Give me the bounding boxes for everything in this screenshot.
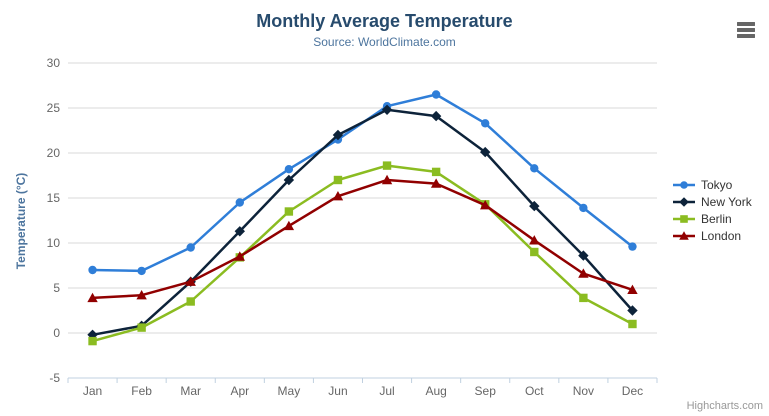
point-berlin-nov[interactable] — [579, 293, 588, 303]
legend-label: New York — [701, 194, 752, 209]
point-london-may[interactable] — [283, 220, 295, 231]
point-tokyo-jan[interactable] — [88, 265, 97, 275]
point-london-feb[interactable] — [136, 290, 147, 300]
legend-label: Tokyo — [701, 177, 733, 192]
x-axis-label-nov: Nov — [573, 384, 594, 398]
chart-subtitle: Source: WorldClimate.com — [313, 35, 456, 49]
point-berlin-feb[interactable] — [137, 323, 146, 332]
series-tokyo — [88, 90, 637, 276]
point-london-sep[interactable] — [480, 200, 491, 210]
series-layer — [87, 90, 638, 346]
y-axis-label: -5 — [49, 371, 60, 385]
point-new-york-nov[interactable] — [578, 250, 589, 261]
y-axis-label: 20 — [47, 146, 61, 160]
grid-lines — [68, 62, 657, 379]
square-marker-icon — [673, 214, 695, 223]
point-tokyo-aug[interactable] — [431, 90, 441, 99]
y-axis-label: 0 — [53, 326, 60, 340]
point-berlin-jun[interactable] — [333, 175, 343, 185]
hamburger-icon — [737, 22, 755, 38]
point-london-jul[interactable] — [381, 174, 393, 185]
point-tokyo-sep[interactable] — [481, 119, 490, 128]
credits-link[interactable]: Highcharts.com — [686, 400, 763, 412]
series-line-new-york[interactable] — [91, 108, 634, 337]
x-axis-label-apr: Apr — [230, 384, 249, 398]
point-london-apr[interactable] — [234, 251, 245, 261]
y-axis-label: 10 — [47, 236, 61, 250]
export-menu-button[interactable] — [734, 19, 758, 41]
legend-symbol-marker[interactable] — [680, 180, 688, 189]
point-london-oct[interactable] — [529, 235, 540, 245]
point-berlin-oct[interactable] — [530, 247, 539, 257]
point-new-york-dec[interactable] — [627, 305, 638, 316]
x-axis-label-jun: Jun — [328, 384, 347, 398]
series-london — [87, 174, 638, 303]
point-tokyo-feb[interactable] — [137, 266, 146, 276]
x-axis-label-jul: Jul — [379, 384, 394, 398]
triangle-marker-icon — [673, 230, 695, 240]
axes: -5 0 5 10 15 20 25 30 Jan Feb Mar Apr May Jun Jul Aug Se… — [47, 56, 658, 398]
point-tokyo-oct[interactable] — [530, 164, 539, 173]
point-tokyo-mar[interactable] — [186, 243, 195, 252]
x-axis-label-aug: Aug — [425, 384, 446, 398]
legend-label: Berlin — [701, 211, 732, 226]
point-london-nov[interactable] — [578, 268, 589, 278]
point-tokyo-dec[interactable] — [628, 242, 637, 251]
legend-item-london[interactable]: London — [672, 227, 752, 244]
legend-item-berlin[interactable]: Berlin — [672, 210, 752, 227]
point-berlin-mar[interactable] — [186, 297, 195, 306]
point-new-york-apr[interactable] — [234, 226, 245, 237]
point-new-york-sep[interactable] — [480, 146, 491, 158]
y-axis-label: 30 — [47, 56, 61, 70]
y-axis-label: 15 — [47, 191, 61, 205]
point-berlin-jan[interactable] — [88, 336, 97, 346]
point-new-york-may[interactable] — [283, 174, 295, 186]
legend-item-tokyo[interactable]: Tokyo — [672, 176, 752, 193]
point-new-york-aug[interactable] — [430, 110, 442, 122]
point-london-dec[interactable] — [627, 284, 638, 294]
point-london-jun[interactable] — [332, 191, 344, 201]
point-berlin-aug[interactable] — [431, 167, 441, 177]
point-new-york-jul[interactable] — [381, 104, 393, 115]
point-berlin-dec[interactable] — [628, 319, 637, 329]
x-axis-label-oct: Oct — [525, 384, 544, 398]
point-london-jan[interactable] — [87, 292, 98, 303]
y-axis-label: 25 — [47, 101, 61, 115]
x-axis-label-dec: Dec — [622, 384, 643, 398]
point-berlin-may[interactable] — [284, 207, 294, 216]
point-london-aug[interactable] — [430, 178, 442, 188]
x-axis-label-sep: Sep — [475, 384, 497, 398]
series-line-berlin[interactable] — [91, 164, 634, 343]
point-new-york-oct[interactable] — [529, 200, 540, 212]
circle-marker-icon — [673, 180, 695, 189]
series-line-tokyo[interactable] — [91, 93, 634, 273]
point-new-york-jun[interactable] — [332, 129, 344, 141]
legend-symbol-marker[interactable] — [679, 196, 689, 207]
legend-item-new-york[interactable]: New York — [672, 193, 752, 210]
y-axis-title: Temperature (°C) — [14, 172, 28, 269]
y-axis-label: 5 — [53, 281, 60, 295]
series-new-york — [87, 104, 638, 340]
point-london-mar[interactable] — [185, 276, 196, 286]
series-line-london[interactable] — [91, 178, 634, 300]
legend-label: London — [701, 228, 742, 243]
point-berlin-jul[interactable] — [382, 161, 392, 170]
x-axis-label-may: May — [278, 384, 301, 398]
x-axis-label-jan: Jan — [83, 384, 102, 398]
legend: Tokyo New York Berlin London — [672, 176, 752, 244]
chart-title: Monthly Average Temperature — [256, 11, 513, 31]
diamond-marker-icon — [673, 196, 695, 207]
point-tokyo-apr[interactable] — [235, 198, 244, 207]
point-tokyo-nov[interactable] — [579, 203, 588, 213]
x-axis-label-mar: Mar — [180, 384, 201, 398]
x-axis-label-feb: Feb — [131, 384, 152, 398]
legend-symbol-marker[interactable] — [679, 230, 689, 240]
legend-symbol-marker[interactable] — [680, 214, 688, 223]
point-tokyo-may[interactable] — [284, 165, 294, 174]
